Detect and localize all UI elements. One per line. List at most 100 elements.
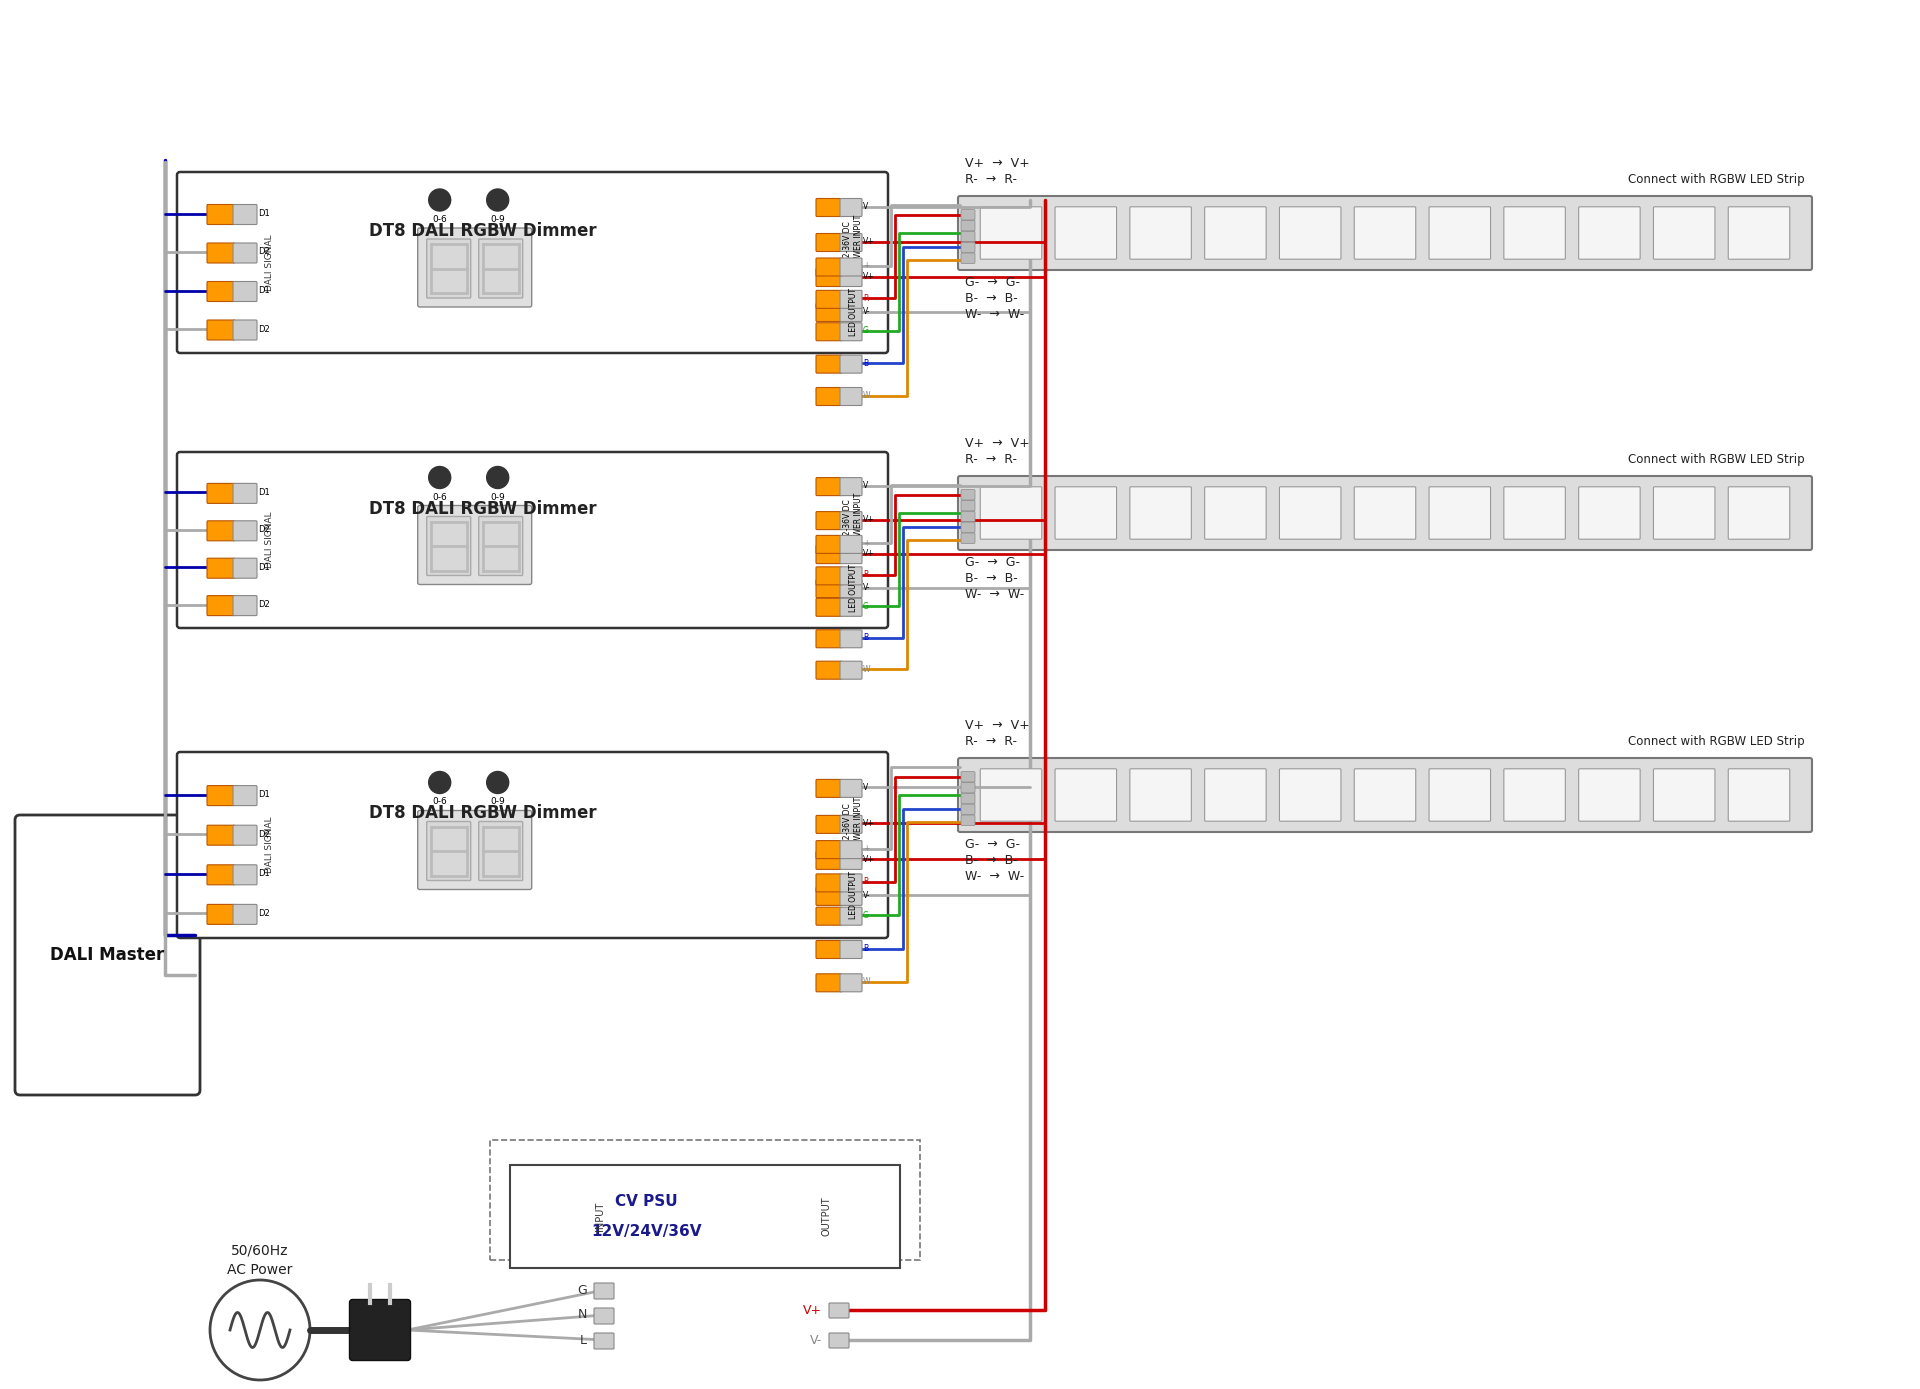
Text: 12-36V DC
POWER INPUT: 12-36V DC POWER INPUT: [843, 493, 862, 546]
FancyBboxPatch shape: [962, 242, 975, 253]
Text: W-  →  W-: W- → W-: [966, 308, 1023, 321]
Text: 12V/24V/36V: 12V/24V/36V: [591, 1225, 701, 1239]
Text: V+: V+: [862, 515, 876, 524]
Text: +: +: [862, 845, 870, 853]
Text: Connect with RGBW LED Strip: Connect with RGBW LED Strip: [1628, 453, 1805, 465]
FancyBboxPatch shape: [816, 851, 843, 870]
FancyBboxPatch shape: [478, 821, 522, 881]
FancyBboxPatch shape: [593, 1333, 614, 1349]
Text: DALI Master: DALI Master: [50, 946, 165, 964]
Text: +: +: [862, 261, 870, 271]
Text: V+: V+: [862, 854, 876, 864]
FancyBboxPatch shape: [1279, 486, 1340, 539]
FancyBboxPatch shape: [207, 904, 234, 925]
Circle shape: [486, 189, 509, 211]
FancyBboxPatch shape: [841, 258, 862, 276]
FancyBboxPatch shape: [962, 772, 975, 782]
Text: OUTPUT: OUTPUT: [822, 1197, 831, 1236]
FancyBboxPatch shape: [177, 172, 887, 353]
FancyBboxPatch shape: [841, 233, 862, 251]
Text: D2: D2: [257, 325, 269, 333]
Text: G: G: [862, 326, 870, 335]
Text: LED OUTPUT: LED OUTPUT: [849, 288, 858, 336]
Text: 12-36V DC
POWER INPUT: 12-36V DC POWER INPUT: [843, 215, 862, 268]
FancyBboxPatch shape: [829, 1303, 849, 1318]
Text: D1: D1: [257, 563, 269, 572]
Text: D1: D1: [257, 488, 269, 497]
FancyBboxPatch shape: [962, 533, 975, 543]
FancyBboxPatch shape: [207, 825, 234, 845]
FancyBboxPatch shape: [232, 319, 257, 340]
Text: V+: V+: [862, 549, 876, 558]
FancyBboxPatch shape: [207, 204, 234, 225]
FancyBboxPatch shape: [349, 1300, 411, 1360]
Text: W-  →  W-: W- → W-: [966, 588, 1023, 601]
Text: +: +: [862, 539, 870, 547]
FancyBboxPatch shape: [207, 243, 234, 263]
FancyBboxPatch shape: [962, 232, 975, 242]
FancyBboxPatch shape: [1056, 486, 1117, 539]
FancyBboxPatch shape: [1728, 207, 1789, 260]
FancyBboxPatch shape: [816, 840, 843, 858]
FancyBboxPatch shape: [841, 940, 862, 958]
Text: V: V: [862, 201, 868, 211]
FancyBboxPatch shape: [232, 865, 257, 885]
FancyBboxPatch shape: [1653, 207, 1715, 260]
FancyBboxPatch shape: [426, 821, 470, 881]
Text: R: R: [862, 571, 868, 579]
Text: G: G: [578, 1283, 588, 1296]
Text: V+  →  V+: V+ → V+: [966, 720, 1029, 732]
FancyBboxPatch shape: [1354, 207, 1415, 260]
FancyBboxPatch shape: [1728, 486, 1789, 539]
FancyBboxPatch shape: [841, 974, 862, 992]
FancyBboxPatch shape: [207, 865, 234, 885]
FancyBboxPatch shape: [841, 888, 862, 906]
Text: W-  →  W-: W- → W-: [966, 870, 1023, 883]
Text: 0-6: 0-6: [432, 215, 447, 224]
FancyBboxPatch shape: [419, 228, 532, 307]
Text: B-  →  B-: B- → B-: [966, 292, 1018, 306]
FancyBboxPatch shape: [232, 204, 257, 225]
FancyBboxPatch shape: [1279, 768, 1340, 821]
FancyBboxPatch shape: [207, 282, 234, 301]
Text: W: W: [862, 978, 870, 986]
Text: D2: D2: [257, 247, 269, 257]
Text: 0-9: 0-9: [490, 493, 505, 501]
FancyBboxPatch shape: [593, 1283, 614, 1299]
Text: W: W: [862, 665, 870, 674]
FancyBboxPatch shape: [177, 451, 887, 628]
FancyBboxPatch shape: [841, 629, 862, 647]
Text: B: B: [862, 633, 868, 642]
FancyBboxPatch shape: [207, 596, 234, 615]
FancyBboxPatch shape: [1354, 768, 1415, 821]
Text: B: B: [862, 945, 868, 953]
FancyBboxPatch shape: [232, 558, 257, 578]
FancyBboxPatch shape: [816, 907, 843, 925]
FancyBboxPatch shape: [232, 904, 257, 925]
FancyBboxPatch shape: [962, 815, 975, 825]
FancyBboxPatch shape: [841, 478, 862, 496]
Text: 0-6: 0-6: [432, 493, 447, 501]
FancyBboxPatch shape: [1503, 486, 1565, 539]
Text: R-  →  R-: R- → R-: [966, 453, 1018, 465]
FancyBboxPatch shape: [816, 511, 843, 529]
Text: G: G: [862, 601, 870, 611]
FancyBboxPatch shape: [816, 974, 843, 992]
Text: R-  →  R-: R- → R-: [966, 735, 1018, 749]
FancyBboxPatch shape: [841, 840, 862, 858]
Text: N: N: [578, 1308, 588, 1321]
FancyBboxPatch shape: [1129, 768, 1190, 821]
Text: W: W: [862, 390, 870, 400]
FancyBboxPatch shape: [962, 210, 975, 219]
FancyBboxPatch shape: [816, 888, 843, 906]
FancyBboxPatch shape: [841, 199, 862, 217]
FancyBboxPatch shape: [962, 522, 975, 532]
FancyBboxPatch shape: [232, 282, 257, 301]
FancyBboxPatch shape: [958, 758, 1812, 832]
FancyBboxPatch shape: [816, 815, 843, 833]
FancyBboxPatch shape: [207, 483, 234, 503]
FancyBboxPatch shape: [981, 207, 1043, 260]
FancyBboxPatch shape: [1503, 207, 1565, 260]
FancyBboxPatch shape: [490, 1140, 920, 1260]
FancyBboxPatch shape: [1653, 486, 1715, 539]
